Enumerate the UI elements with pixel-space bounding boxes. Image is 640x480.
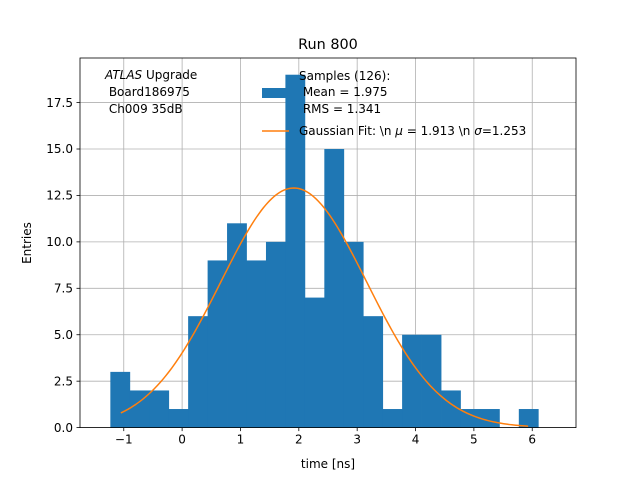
x-tick-label: 4 bbox=[412, 433, 420, 447]
legend-fit-label: Gaussian Fit: \n μ = 1.913 \n σ=1.253 bbox=[299, 124, 526, 138]
legend-histogram-label-line-1: Samples (126): bbox=[299, 69, 390, 83]
x-tick-label: 0 bbox=[178, 433, 186, 447]
histogram-bar bbox=[382, 409, 403, 428]
legend: Samples (126): Mean = 1.975 RMS = 1.341 … bbox=[262, 69, 526, 138]
legend-histogram-label-line-3: RMS = 1.341 bbox=[299, 102, 381, 116]
histogram-bar bbox=[285, 74, 306, 428]
histogram-bar bbox=[265, 241, 286, 428]
histogram-bar bbox=[246, 260, 267, 428]
y-tick-label: 2.5 bbox=[54, 374, 73, 388]
legend-fit-label-mid: = 1.913 \n bbox=[403, 124, 474, 138]
y-tick-label: 0.0 bbox=[54, 421, 73, 435]
axes-frame bbox=[79, 57, 577, 429]
histogram-bar bbox=[168, 409, 189, 428]
histogram-bar bbox=[304, 297, 325, 428]
atlas-annotation: ATLAS Upgrade Board186975 Ch009 35dB bbox=[104, 68, 197, 116]
annotation-line-2: Board186975 bbox=[105, 85, 190, 99]
x-tick-label: 3 bbox=[353, 433, 361, 447]
chart-title: Run 800 bbox=[298, 37, 358, 53]
histogram-bar bbox=[324, 149, 345, 428]
legend-fit-label-mu: μ bbox=[394, 124, 403, 138]
x-tick-label: 6 bbox=[528, 433, 536, 447]
histogram-bar bbox=[343, 241, 364, 428]
gaussian-fit-line bbox=[120, 187, 529, 427]
x-tick-label: 2 bbox=[295, 433, 303, 447]
annotation-line-1: ATLAS Upgrade bbox=[104, 68, 197, 82]
x-axis-ticks: −1 0 1 2 3 4 5 6 bbox=[115, 427, 536, 447]
y-tick-label: 10.0 bbox=[46, 235, 73, 249]
histogram-bar bbox=[518, 409, 539, 428]
x-tick-label: 5 bbox=[470, 433, 478, 447]
annotation-line-3: Ch009 35dB bbox=[105, 102, 183, 116]
y-tick-label: 17.5 bbox=[46, 96, 73, 110]
x-axis-label: time [ns] bbox=[301, 457, 355, 471]
x-tick-label: 1 bbox=[237, 433, 245, 447]
y-axis-ticks: 0.0 2.5 5.0 7.5 10.0 12.5 15.0 17.5 bbox=[46, 96, 80, 435]
histogram-bar bbox=[363, 316, 384, 428]
annotation-atlas-prefix: ATLAS bbox=[104, 68, 143, 82]
annotation-upgrade-suffix: Upgrade bbox=[142, 68, 197, 82]
plot-area: −1 0 1 2 3 4 5 6 0.0 2.5 5.0 7.5 10.0 12.5 15.0 17.5 bbox=[46, 57, 577, 447]
legend-fit-label-suffix: =1.253 bbox=[482, 124, 526, 138]
x-tick-label: −1 bbox=[115, 433, 133, 447]
histogram-bar bbox=[207, 260, 228, 428]
histogram-bar bbox=[227, 223, 247, 428]
legend-fit-label-sigma: σ bbox=[474, 124, 482, 138]
histogram-bar bbox=[129, 390, 150, 428]
histogram-bar bbox=[188, 316, 209, 428]
legend-histogram-label-line-2: Mean = 1.975 bbox=[299, 85, 388, 99]
legend-fit-label-prefix: Gaussian Fit: \n bbox=[299, 124, 395, 138]
legend-histogram-swatch bbox=[262, 88, 289, 98]
histogram-bar bbox=[479, 409, 500, 428]
y-tick-label: 15.0 bbox=[46, 142, 73, 156]
y-tick-label: 5.0 bbox=[54, 328, 73, 342]
histogram-bar bbox=[402, 334, 422, 428]
histogram-bar bbox=[460, 409, 481, 428]
y-axis-label: Entries bbox=[20, 222, 34, 264]
histogram-bar bbox=[149, 390, 170, 428]
histogram-bars bbox=[110, 74, 539, 428]
y-tick-label: 12.5 bbox=[46, 189, 73, 203]
histogram-bar bbox=[421, 334, 442, 428]
histogram-bar bbox=[110, 371, 131, 428]
y-tick-label: 7.5 bbox=[54, 282, 73, 296]
